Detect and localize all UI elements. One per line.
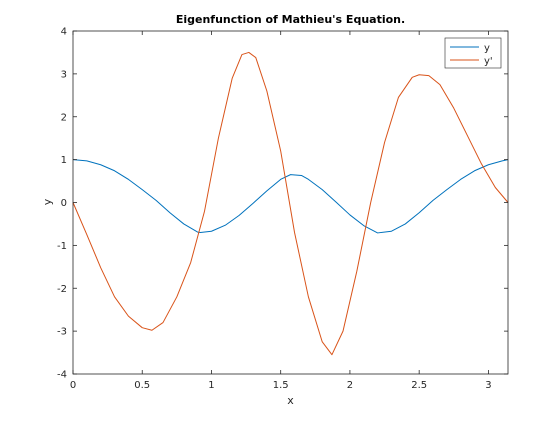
- y-tick-label: -4: [57, 370, 67, 381]
- x-tick-label: 0: [70, 380, 76, 391]
- x-tick-label: 1.5: [273, 380, 289, 391]
- y-tick-label: -3: [57, 327, 67, 338]
- x-axis-label: x: [287, 394, 294, 407]
- x-tick-label: 1: [208, 380, 214, 391]
- x-tick-label: 2: [347, 380, 353, 391]
- y-tick-label: 3: [61, 69, 67, 80]
- series-layer: [72, 51, 509, 356]
- y-tick-label: 0: [61, 198, 67, 209]
- series-line-yprime: [72, 51, 509, 356]
- legend-label-y: y: [484, 43, 490, 54]
- x-tick-label: 3: [485, 380, 491, 391]
- y-tick-label: -2: [57, 284, 67, 295]
- axes-box: [72, 30, 509, 375]
- plot-area: [73, 31, 508, 374]
- legend-label-yprime: y': [484, 56, 493, 67]
- y-tick-label: 4: [61, 27, 67, 38]
- x-tick-label: 2.5: [411, 380, 427, 391]
- legend-box: [444, 37, 502, 69]
- series-line-y: [72, 159, 509, 234]
- y-tick-label: 1: [61, 155, 67, 166]
- y-tick-label: -1: [57, 241, 67, 252]
- y-tick-label: 2: [61, 112, 67, 123]
- ticks-layer: 0 0.5 1 1.5 2 2.5 3 -4 -3 -2 -1 0 1 2 3 4: [57, 27, 508, 391]
- x-tick-label: 0.5: [134, 380, 150, 391]
- y-axis-label: y: [41, 198, 54, 205]
- legend: y y': [444, 37, 502, 69]
- chart-title: Eigenfunction of Mathieu's Equation.: [176, 13, 405, 26]
